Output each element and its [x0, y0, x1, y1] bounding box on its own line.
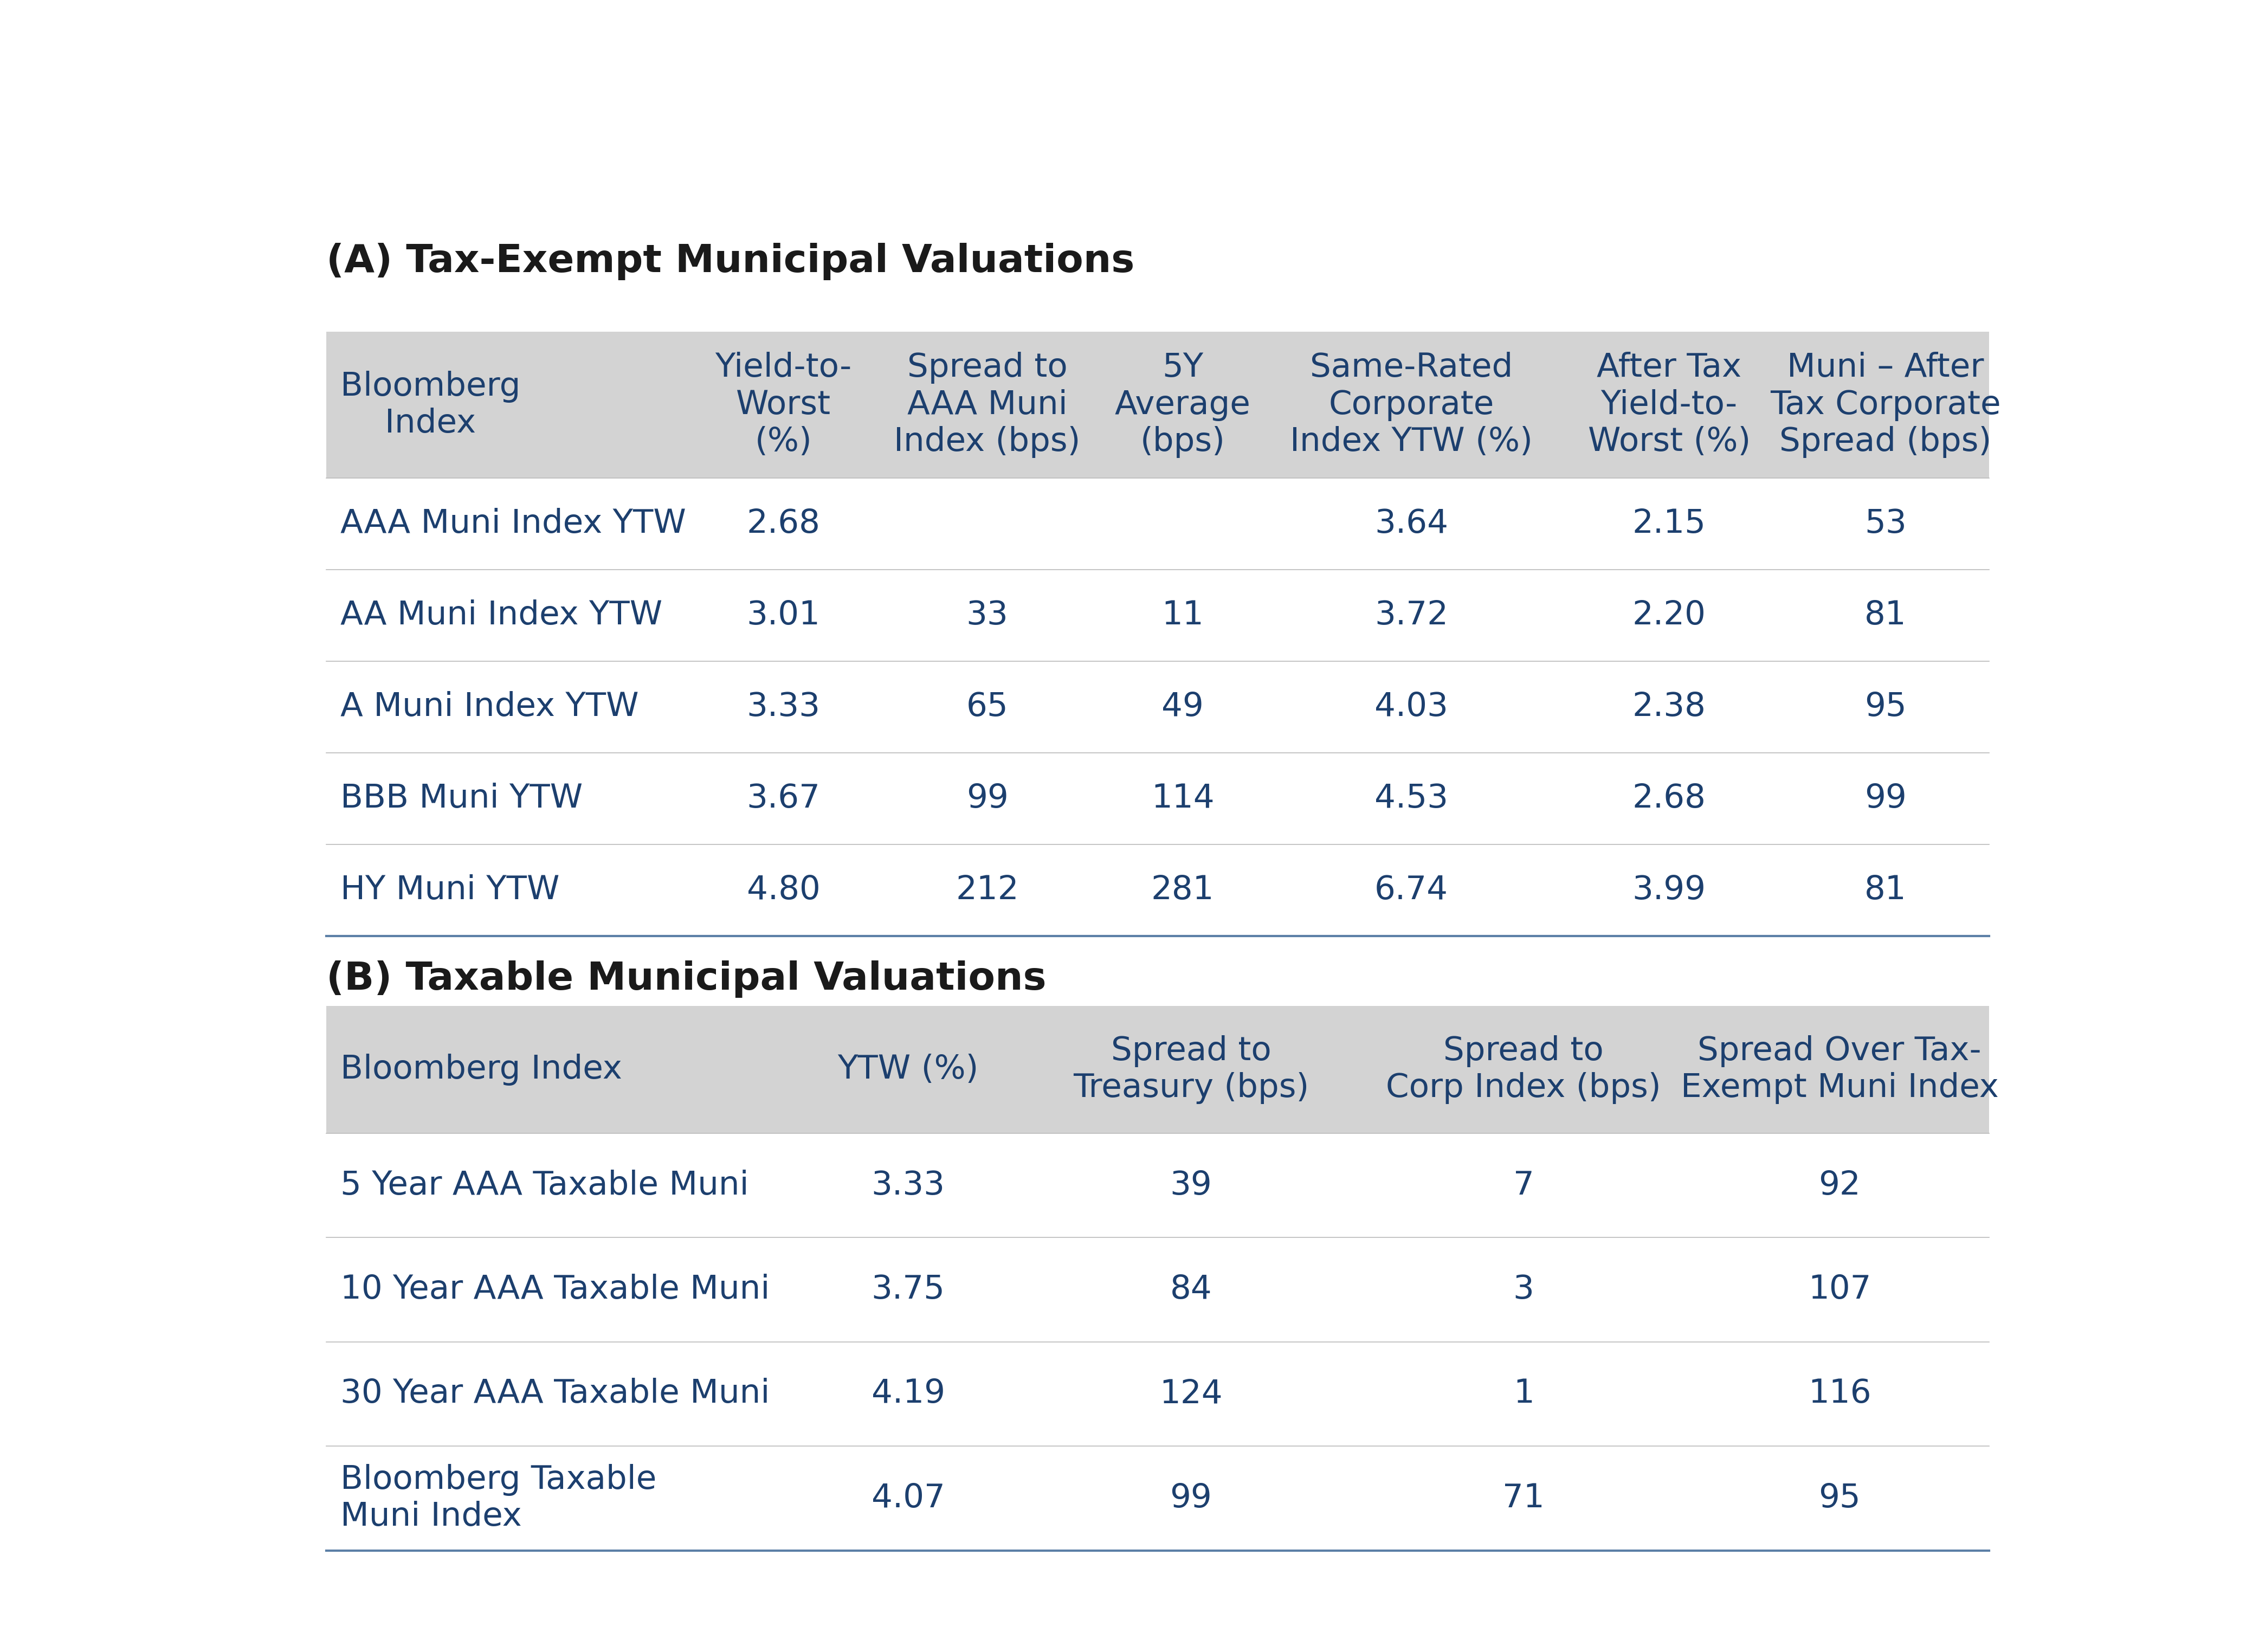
Text: 99: 99 — [967, 783, 1008, 814]
Text: 1: 1 — [1514, 1378, 1534, 1409]
Text: 5 Year AAA Taxable Muni: 5 Year AAA Taxable Muni — [341, 1170, 748, 1201]
Text: A Muni Index YTW: A Muni Index YTW — [341, 691, 639, 724]
Text: 116: 116 — [1807, 1378, 1870, 1409]
Text: (B) Taxable Municipal Valuations: (B) Taxable Municipal Valuations — [325, 960, 1046, 998]
Text: AA Muni Index YTW: AA Muni Index YTW — [341, 600, 662, 631]
Text: Spread to
AAA Muni
Index (bps): Spread to AAA Muni Index (bps) — [895, 352, 1080, 458]
Text: Same-Rated
Corporate
Index YTW (%): Same-Rated Corporate Index YTW (%) — [1290, 352, 1534, 458]
Text: 3.75: 3.75 — [872, 1274, 944, 1305]
Text: 10 Year AAA Taxable Muni: 10 Year AAA Taxable Muni — [341, 1274, 770, 1305]
Text: 124: 124 — [1159, 1378, 1222, 1409]
Text: 4.80: 4.80 — [748, 874, 820, 907]
Text: 6.74: 6.74 — [1373, 874, 1448, 907]
Text: 95: 95 — [1864, 691, 1907, 724]
Text: 3: 3 — [1514, 1274, 1534, 1305]
Text: 281: 281 — [1152, 874, 1215, 907]
Bar — [325, 1006, 1990, 1133]
Text: 3.64: 3.64 — [1373, 507, 1448, 540]
Text: 11: 11 — [1161, 600, 1204, 631]
Text: 95: 95 — [1818, 1482, 1861, 1515]
Text: 3.33: 3.33 — [748, 691, 820, 724]
Text: 5Y
Average
(bps): 5Y Average (bps) — [1114, 352, 1251, 458]
Text: 30 Year AAA Taxable Muni: 30 Year AAA Taxable Muni — [341, 1378, 770, 1409]
Text: Muni – After
Tax Corporate
Spread (bps): Muni – After Tax Corporate Spread (bps) — [1771, 352, 2001, 458]
Text: 212: 212 — [956, 874, 1019, 907]
Text: Bloomberg Taxable
Muni Index: Bloomberg Taxable Muni Index — [341, 1464, 657, 1533]
Text: 3.01: 3.01 — [748, 600, 820, 631]
Text: 4.03: 4.03 — [1373, 691, 1448, 724]
Text: Yield-to-
Worst
(%): Yield-to- Worst (%) — [716, 352, 852, 458]
Text: 84: 84 — [1170, 1274, 1213, 1305]
Text: 2.15: 2.15 — [1633, 507, 1706, 540]
Text: Spread to
Treasury (bps): Spread to Treasury (bps) — [1073, 1036, 1308, 1104]
Text: 2.20: 2.20 — [1633, 600, 1706, 631]
Text: HY Muni YTW: HY Muni YTW — [341, 874, 560, 907]
Bar — [325, 332, 1990, 477]
Text: 4.53: 4.53 — [1373, 783, 1448, 814]
Text: 92: 92 — [1818, 1170, 1861, 1201]
Text: 33: 33 — [967, 600, 1008, 631]
Text: 2.68: 2.68 — [748, 507, 820, 540]
Text: 3.99: 3.99 — [1633, 874, 1706, 907]
Text: 81: 81 — [1864, 874, 1907, 907]
Text: 2.68: 2.68 — [1633, 783, 1706, 814]
Text: 107: 107 — [1807, 1274, 1870, 1305]
Text: 3.33: 3.33 — [872, 1170, 944, 1201]
Text: 7: 7 — [1514, 1170, 1534, 1201]
Text: 53: 53 — [1864, 507, 1907, 540]
Text: 4.07: 4.07 — [872, 1482, 944, 1515]
Text: 3.67: 3.67 — [748, 783, 820, 814]
Text: After Tax
Yield-to-
Worst (%): After Tax Yield-to- Worst (%) — [1588, 352, 1751, 458]
Text: 99: 99 — [1170, 1482, 1213, 1515]
Text: 71: 71 — [1502, 1482, 1545, 1515]
Text: Bloomberg
Index: Bloomberg Index — [341, 370, 520, 439]
Text: (A) Tax-Exempt Municipal Valuations: (A) Tax-Exempt Municipal Valuations — [325, 243, 1134, 281]
Text: 39: 39 — [1170, 1170, 1213, 1201]
Text: 2.38: 2.38 — [1633, 691, 1706, 724]
Text: YTW (%): YTW (%) — [838, 1054, 978, 1085]
Text: Spread to
Corp Index (bps): Spread to Corp Index (bps) — [1387, 1036, 1660, 1104]
Text: 65: 65 — [967, 691, 1008, 724]
Text: AAA Muni Index YTW: AAA Muni Index YTW — [341, 507, 687, 540]
Text: 3.72: 3.72 — [1373, 600, 1448, 631]
Text: Bloomberg Index: Bloomberg Index — [341, 1054, 621, 1085]
Text: Spread Over Tax-
Exempt Muni Index: Spread Over Tax- Exempt Muni Index — [1681, 1036, 1999, 1104]
Text: 4.19: 4.19 — [872, 1378, 944, 1409]
Text: 81: 81 — [1864, 600, 1907, 631]
Text: 49: 49 — [1161, 691, 1204, 724]
Text: 99: 99 — [1864, 783, 1907, 814]
Text: 114: 114 — [1152, 783, 1215, 814]
Text: BBB Muni YTW: BBB Muni YTW — [341, 783, 583, 814]
